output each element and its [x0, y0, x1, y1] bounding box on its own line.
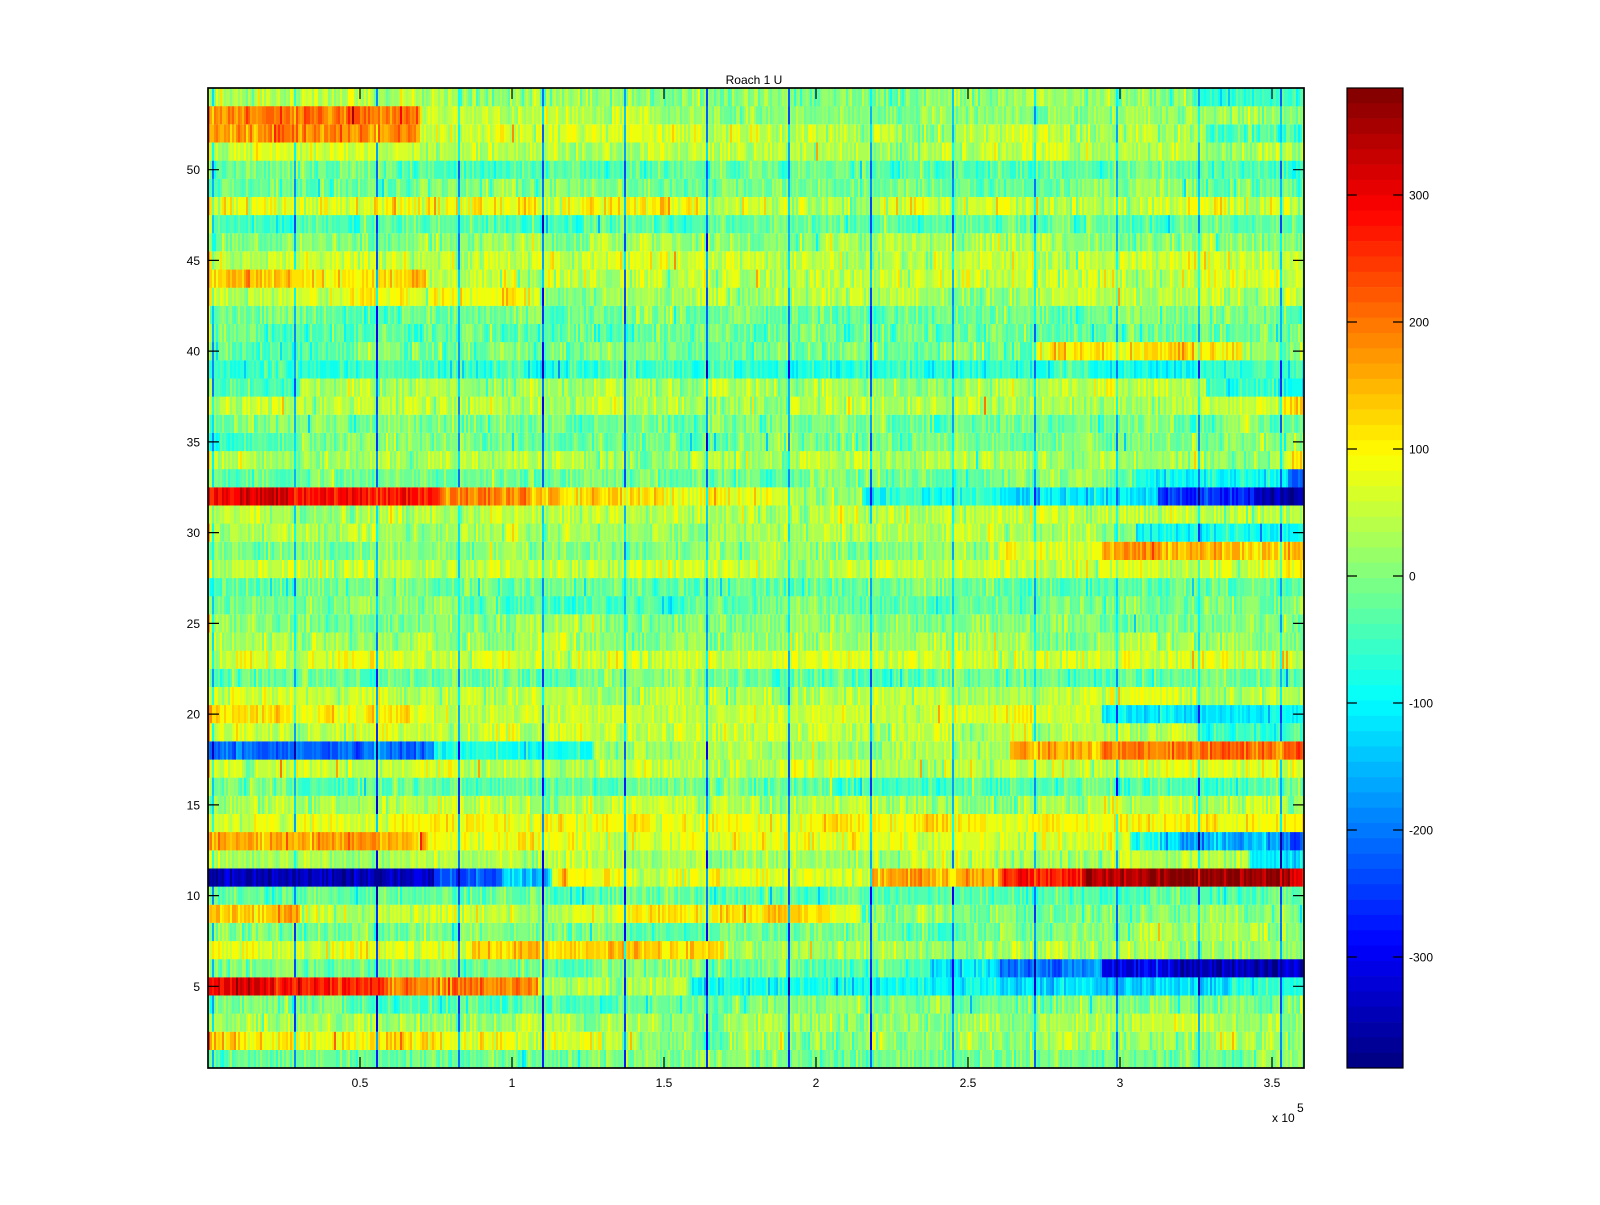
- svg-text:5: 5: [193, 980, 200, 994]
- svg-text:35: 35: [187, 435, 201, 449]
- svg-text:40: 40: [187, 345, 201, 359]
- svg-text:20: 20: [187, 708, 201, 722]
- svg-text:5: 5: [1297, 1101, 1304, 1115]
- svg-text:25: 25: [187, 617, 201, 631]
- svg-text:-200: -200: [1409, 824, 1433, 838]
- svg-text:100: 100: [1409, 443, 1429, 457]
- svg-text:2: 2: [813, 1076, 820, 1090]
- svg-text:2.5: 2.5: [960, 1076, 977, 1090]
- svg-text:10: 10: [187, 889, 201, 903]
- svg-text:3: 3: [1117, 1076, 1124, 1090]
- svg-text:300: 300: [1409, 189, 1429, 203]
- svg-text:-300: -300: [1409, 951, 1433, 965]
- svg-text:30: 30: [187, 526, 201, 540]
- svg-text:0.5: 0.5: [352, 1076, 369, 1090]
- svg-text:-100: -100: [1409, 697, 1433, 711]
- svg-text:50: 50: [187, 163, 201, 177]
- svg-text:45: 45: [187, 254, 201, 268]
- svg-text:1.5: 1.5: [656, 1076, 673, 1090]
- svg-text:x 10: x 10: [1272, 1111, 1295, 1125]
- svg-text:200: 200: [1409, 316, 1429, 330]
- svg-text:Roach 1 U: Roach 1 U: [726, 73, 783, 87]
- svg-text:1: 1: [509, 1076, 516, 1090]
- svg-text:3.5: 3.5: [1264, 1076, 1281, 1090]
- svg-text:0: 0: [1409, 570, 1416, 584]
- svg-text:15: 15: [187, 798, 201, 812]
